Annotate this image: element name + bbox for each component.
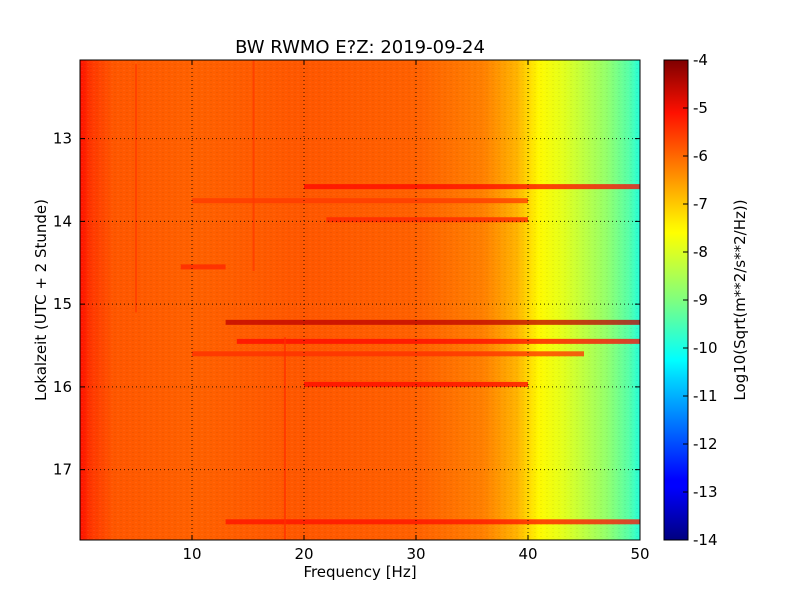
spectrogram-texture — [80, 60, 640, 540]
plot-frame — [79, 59, 641, 541]
y-tick-label: 16 — [53, 378, 72, 396]
spectral-band — [326, 217, 528, 223]
spectral-band — [192, 351, 584, 357]
colorbar-label: Log10(Sqrt(m**2/s**2/Hz)) — [731, 199, 749, 400]
y-tick-label: 14 — [53, 212, 72, 230]
x-axis-label: Frequency [Hz] — [303, 563, 416, 581]
x-tick-label: 20 — [294, 545, 313, 563]
colorbar-tick-label: -14 — [693, 531, 718, 549]
grid-lines — [80, 60, 640, 540]
spectral-band — [236, 338, 640, 344]
spectral-band — [225, 319, 640, 325]
spectral-band — [304, 184, 640, 190]
plot-area — [80, 60, 640, 540]
colorbar-tick-label: -8 — [693, 243, 708, 261]
colorbar-tick-label: -5 — [693, 99, 708, 117]
colorbar-ticks: -4 -5 -6 -7 -8 -9 -10 -11 -12 -13 -14 — [683, 51, 718, 549]
y-tick-label: 15 — [53, 295, 72, 313]
x-tick-label: 30 — [406, 545, 425, 563]
colorbar-tick-label: -12 — [693, 435, 718, 453]
spectral-band — [180, 264, 226, 270]
colorbar-tick-label: -11 — [693, 387, 718, 405]
colorbar-tick-label: -10 — [693, 339, 718, 357]
colorbar-tick-label: -6 — [693, 147, 708, 165]
y-axis-label: Lokalzeit (UTC + 2 Stunde) — [32, 199, 50, 401]
colorbar-tick-label: -9 — [693, 291, 708, 309]
colorbar-tick-label: -4 — [693, 51, 708, 69]
vertical-lines — [135, 60, 286, 540]
x-tick-label: 50 — [630, 545, 649, 563]
chart-title: BW RWMO E?Z: 2019-09-24 — [235, 37, 485, 58]
x-tick-label: 40 — [518, 545, 537, 563]
colorbar-tick-label: -7 — [693, 195, 708, 213]
spectral-band — [225, 519, 640, 525]
y-axis-ticks: 13 14 15 16 17 — [53, 130, 640, 479]
y-tick-label: 13 — [53, 130, 72, 148]
y-tick-label: 17 — [53, 461, 72, 479]
x-tick-label: 10 — [182, 545, 201, 563]
colorbar-tick-label: -13 — [693, 483, 718, 501]
x-axis-ticks: 10 20 30 40 50 — [182, 60, 650, 563]
spectral-band — [192, 198, 528, 204]
